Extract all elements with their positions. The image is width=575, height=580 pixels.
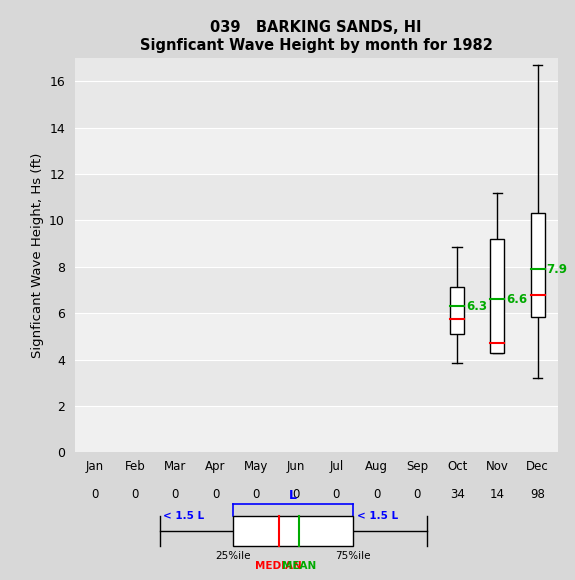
- Bar: [75, 174, 558, 220]
- Text: 25%ile: 25%ile: [216, 552, 251, 561]
- Text: 0: 0: [293, 488, 300, 501]
- Text: MEAN: MEAN: [282, 561, 316, 571]
- Text: 0: 0: [373, 488, 380, 501]
- Text: < 1.5 L: < 1.5 L: [163, 512, 204, 521]
- Text: < 1.5 L: < 1.5 L: [356, 512, 398, 521]
- Bar: [75, 360, 558, 406]
- Text: 0: 0: [413, 488, 420, 501]
- Text: MEDIAN: MEDIAN: [255, 561, 302, 571]
- Text: 0: 0: [333, 488, 340, 501]
- Text: 34: 34: [450, 488, 465, 501]
- Bar: [233, 516, 353, 546]
- Text: 6.3: 6.3: [466, 300, 487, 313]
- Text: 98: 98: [530, 488, 545, 501]
- Text: 0: 0: [212, 488, 219, 501]
- Bar: [75, 128, 558, 174]
- Bar: [75, 220, 558, 267]
- Bar: [75, 406, 558, 452]
- Text: 0: 0: [91, 488, 98, 501]
- Text: 0: 0: [252, 488, 259, 501]
- Y-axis label: Signficant Wave Height, Hs (ft): Signficant Wave Height, Hs (ft): [30, 153, 44, 358]
- Text: 14: 14: [490, 488, 505, 501]
- Bar: [75, 81, 558, 128]
- Text: 6.6: 6.6: [507, 293, 527, 306]
- Bar: [75, 267, 558, 313]
- Text: 75%ile: 75%ile: [336, 552, 371, 561]
- Bar: [450, 287, 464, 334]
- Text: 0: 0: [132, 488, 139, 501]
- Text: 7.9: 7.9: [547, 263, 568, 276]
- Text: L: L: [289, 490, 297, 502]
- Bar: [75, 313, 558, 360]
- Text: 0: 0: [172, 488, 179, 501]
- Bar: [490, 239, 504, 353]
- Bar: [531, 213, 545, 317]
- Title: 039   BARKING SANDS, HI
Signficant Wave Height by month for 1982: 039 BARKING SANDS, HI Signficant Wave He…: [140, 20, 493, 53]
